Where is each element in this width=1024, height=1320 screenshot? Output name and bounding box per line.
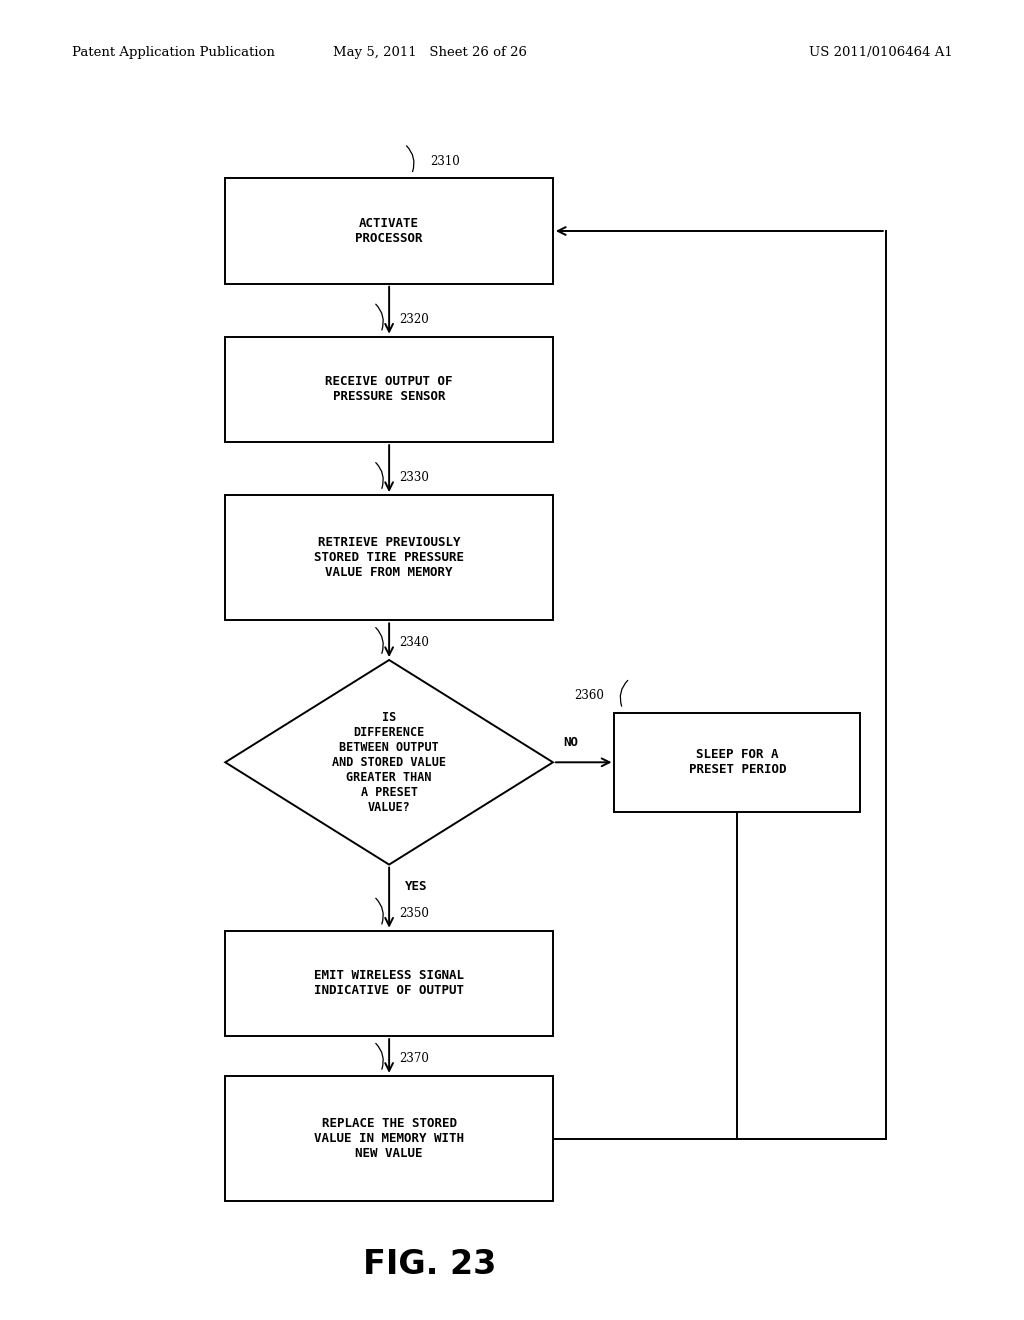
Polygon shape (225, 660, 553, 865)
Text: May 5, 2011   Sheet 26 of 26: May 5, 2011 Sheet 26 of 26 (333, 46, 527, 59)
Text: NO: NO (563, 737, 579, 750)
Text: REPLACE THE STORED
VALUE IN MEMORY WITH
NEW VALUE: REPLACE THE STORED VALUE IN MEMORY WITH … (314, 1117, 464, 1160)
Text: US 2011/0106464 A1: US 2011/0106464 A1 (809, 46, 952, 59)
Text: IS
DIFFERENCE
BETWEEN OUTPUT
AND STORED VALUE
GREATER THAN
A PRESET
VALUE?: IS DIFFERENCE BETWEEN OUTPUT AND STORED … (332, 710, 446, 814)
Text: 2360: 2360 (574, 689, 604, 702)
Text: RETRIEVE PREVIOUSLY
STORED TIRE PRESSURE
VALUE FROM MEMORY: RETRIEVE PREVIOUSLY STORED TIRE PRESSURE… (314, 536, 464, 579)
Text: 2330: 2330 (399, 471, 429, 484)
Bar (614, 713, 860, 812)
Bar (225, 495, 553, 620)
Bar (225, 1076, 553, 1201)
Text: EMIT WIRELESS SIGNAL
INDICATIVE OF OUTPUT: EMIT WIRELESS SIGNAL INDICATIVE OF OUTPU… (314, 969, 464, 998)
Text: FIG. 23: FIG. 23 (364, 1249, 497, 1280)
Text: SLEEP FOR A
PRESET PERIOD: SLEEP FOR A PRESET PERIOD (688, 748, 786, 776)
Text: 2340: 2340 (399, 636, 429, 649)
Text: YES: YES (404, 880, 427, 894)
Text: 2320: 2320 (399, 313, 429, 326)
Text: Patent Application Publication: Patent Application Publication (72, 46, 274, 59)
Bar (225, 337, 553, 442)
Text: RECEIVE OUTPUT OF
PRESSURE SENSOR: RECEIVE OUTPUT OF PRESSURE SENSOR (326, 375, 453, 404)
Bar (225, 178, 553, 284)
Text: 2370: 2370 (399, 1052, 429, 1065)
Text: 2350: 2350 (399, 907, 429, 920)
Bar (225, 931, 553, 1036)
Text: 2310: 2310 (430, 154, 460, 168)
Text: ACTIVATE
PROCESSOR: ACTIVATE PROCESSOR (355, 216, 423, 246)
